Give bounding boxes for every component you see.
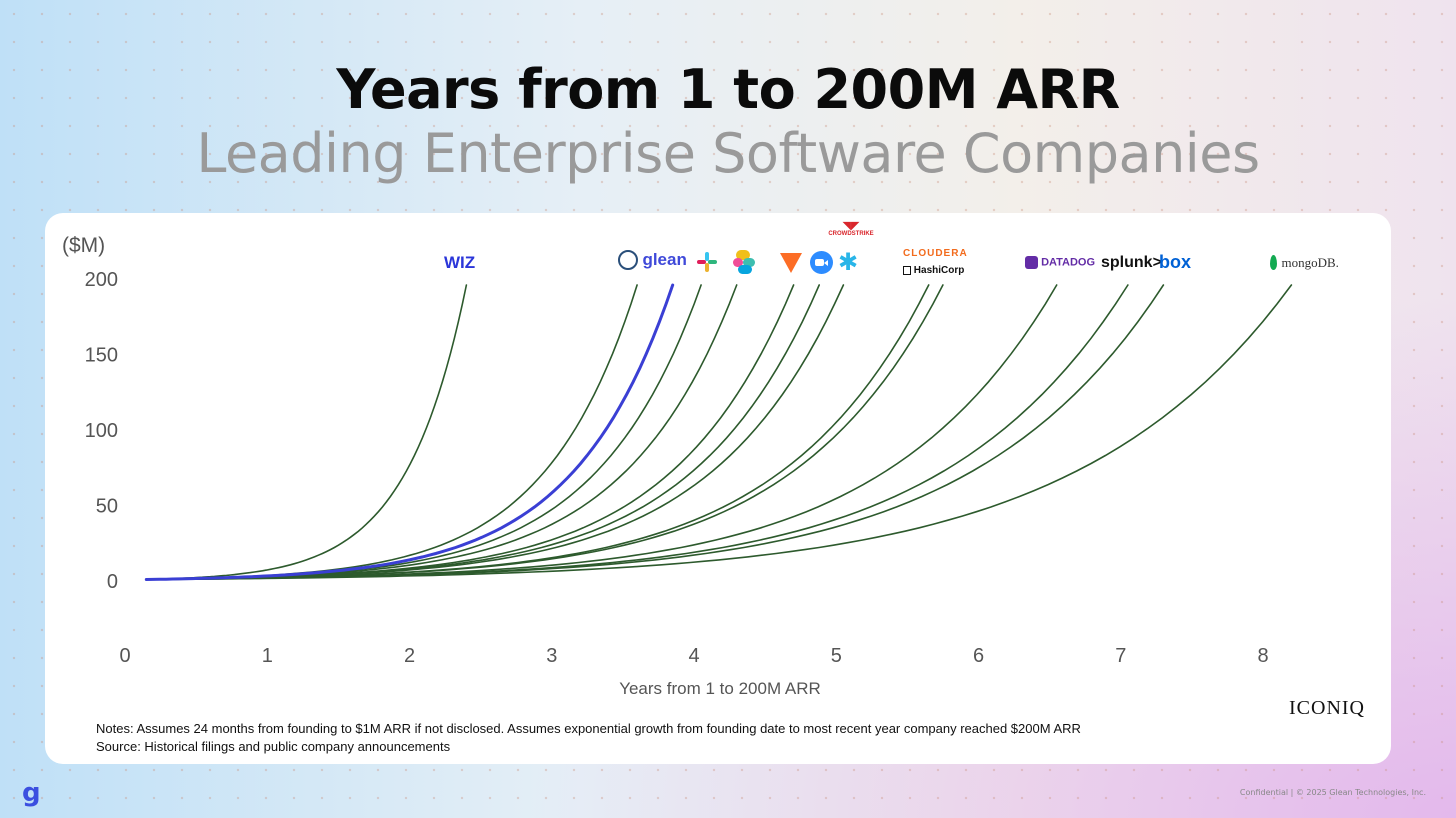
series-line [145, 284, 1293, 581]
series-line [145, 284, 930, 581]
series-line [145, 284, 702, 581]
y-tick-label: 0 [107, 571, 118, 593]
series-line [145, 284, 468, 581]
wiz-logo: WIZ [444, 253, 476, 272]
series-line [145, 284, 1058, 581]
glean-brand-icon: g [22, 778, 41, 808]
slack-icon [697, 252, 717, 272]
mongodb-wordmark: mongoDB. [1281, 254, 1339, 270]
x-tick-label: 6 [973, 645, 984, 667]
crowdstrike-logo: ◥◤ CROWDSTRIKE [824, 220, 878, 237]
x-tick-label: 8 [1257, 645, 1268, 667]
iconiq-source-logo: ICONIQ [1289, 697, 1365, 719]
notes-assumptions: Notes: Assumes 24 months from founding t… [96, 721, 1081, 736]
x-tick-label: 5 [831, 645, 842, 667]
page-subtitle: Leading Enterprise Software Companies [196, 122, 1260, 185]
x-tick-label: 3 [546, 645, 557, 667]
glean-mark-icon [618, 250, 638, 270]
series-line [145, 284, 944, 581]
crowdstrike-wordmark: CROWDSTRIKE [828, 231, 874, 237]
snowflake-icon: ✱ [838, 248, 859, 276]
hashicorp-mark-icon [903, 266, 911, 275]
series-line [145, 284, 1129, 581]
x-axis-label: Years from 1 to 200M ARR [619, 679, 821, 698]
gitlab-icon [780, 253, 802, 273]
chart-card [45, 213, 1391, 764]
glean-wordmark: glean [642, 250, 687, 269]
datadog-dog-icon [1025, 256, 1038, 269]
page-title: Years from 1 to 200M ARR [336, 58, 1120, 121]
y-tick-label: 150 [85, 345, 118, 367]
y-tick-label: 200 [85, 269, 118, 291]
y-tick-label: 100 [85, 420, 118, 442]
splunk-logo: splunk> [1101, 254, 1162, 271]
notes-source: Source: Historical filings and public co… [96, 739, 451, 754]
cloudera-logo: CLOUDERA [903, 248, 968, 259]
series-line [145, 284, 738, 581]
series-line [145, 284, 1165, 581]
hashicorp-logo: HashiCorp [903, 265, 964, 276]
hashicorp-wordmark: HashiCorp [913, 265, 965, 276]
mongodb-logo: mongoDB. [1270, 254, 1339, 272]
datadog-logo: DATADOG [1025, 256, 1095, 269]
x-tick-label: 4 [688, 645, 699, 667]
box-logo: box [1159, 252, 1192, 272]
confidential-notice: Confidential | © 2025 Glean Technologies… [1239, 788, 1426, 797]
series-line-highlight [144, 283, 675, 581]
glean-logo-group: glean [618, 250, 687, 270]
elastic-icon [733, 250, 757, 274]
chart-notes: Notes: Assumes 24 months from founding t… [96, 720, 1081, 756]
zoom-icon [810, 251, 833, 274]
y-tick-label: 50 [96, 496, 118, 518]
x-tick-label: 2 [404, 645, 415, 667]
datadog-wordmark: DATADOG [1041, 256, 1096, 269]
crowdstrike-falcon-icon: ◥◤ [842, 219, 860, 232]
y-axis-unit-label: ($M) [62, 234, 105, 257]
x-tick-label: 7 [1115, 645, 1126, 667]
mongodb-leaf-icon [1270, 255, 1277, 271]
x-tick-label: 0 [119, 645, 130, 667]
x-tick-label: 1 [262, 645, 273, 667]
series-line [145, 284, 845, 581]
series-line [145, 284, 795, 581]
